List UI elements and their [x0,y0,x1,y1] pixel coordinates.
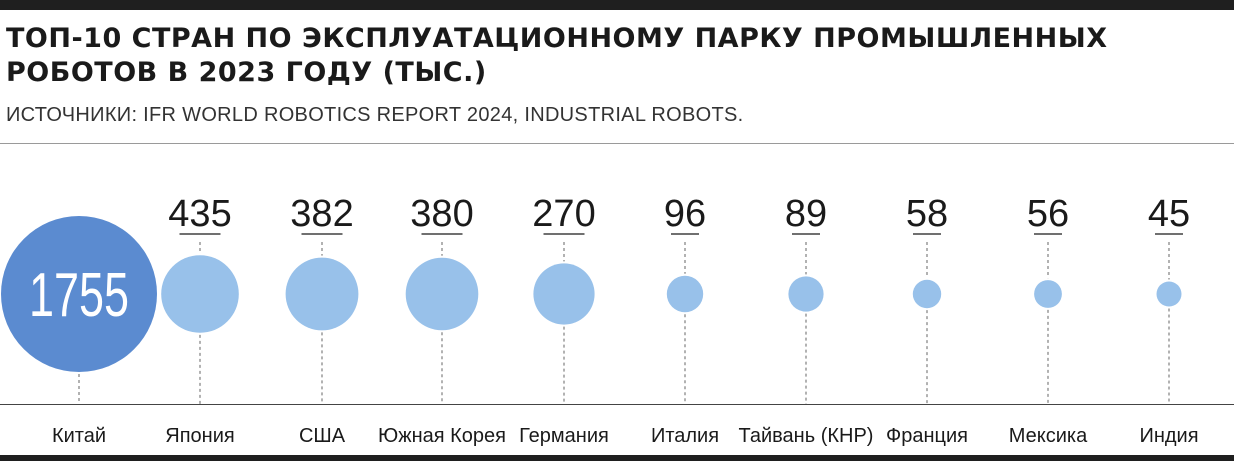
value-label: 45 [1148,193,1190,235]
bubble [1034,280,1062,308]
value-label: 89 [785,193,827,235]
category-label: Китай [52,425,106,447]
header-divider [0,143,1234,144]
bubble [912,279,942,309]
value-label: 96 [664,193,706,235]
category-label: Мексика [1009,425,1088,447]
chart-title: ТОП-10 СТРАН ПО ЭКСПЛУАТАЦИОННОМУ ПАРКУ … [6,23,1108,88]
value-label: 435 [168,193,231,235]
bubble [533,263,595,325]
bubble [285,257,359,331]
baseline [0,404,1234,405]
bubble [405,257,479,331]
category-label: Тайвань (КНР) [739,425,874,447]
category-label: Южная Корея [378,425,506,447]
value-label: 1755 [29,261,129,330]
bubble [1,216,157,372]
category-label: Индия [1139,425,1198,447]
value-label: 270 [532,193,595,235]
value-label: 58 [906,193,948,235]
category-label: Япония [165,425,234,447]
source-note: ИСТОЧНИКИ: IFR WORLD ROBOTICS REPORT 202… [6,104,744,126]
category-label: Германия [519,425,609,447]
category-label: Франция [886,425,968,447]
top-rule [0,0,1234,10]
bubble [788,276,824,312]
value-label: 56 [1027,193,1069,235]
bubble [666,275,704,313]
value-label: 380 [410,193,473,235]
bubble [1156,281,1182,307]
bubble [161,255,239,333]
category-label: США [299,425,346,447]
category-label: Италия [651,425,719,447]
bottom-rule [0,455,1234,461]
value-label: 382 [290,193,353,235]
